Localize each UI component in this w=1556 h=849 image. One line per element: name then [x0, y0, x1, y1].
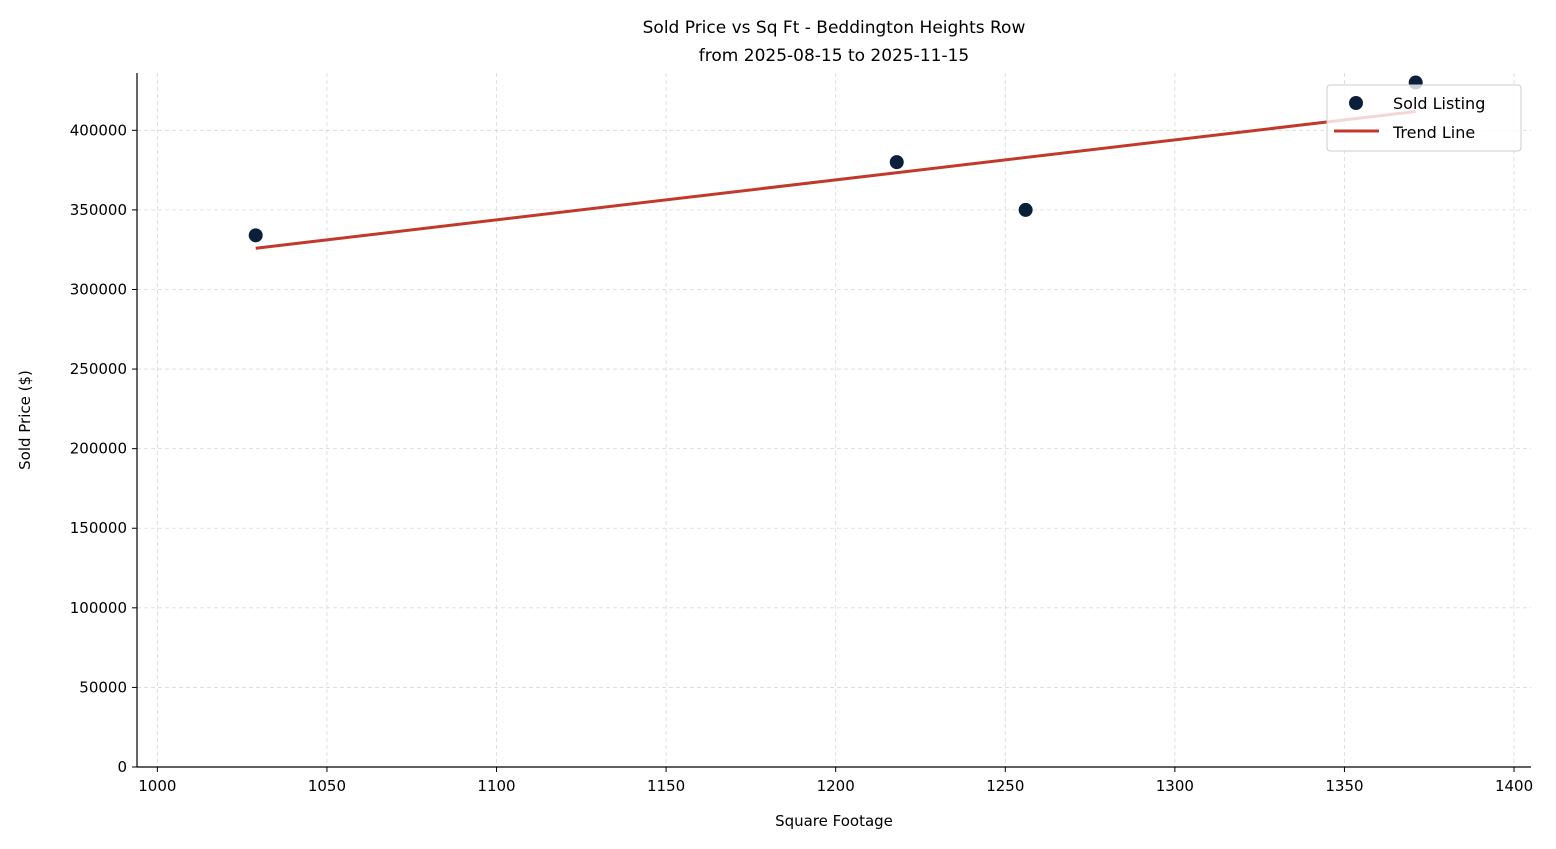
legend: Sold Listing Trend Line: [1326, 84, 1522, 152]
legend-box: [1326, 84, 1522, 152]
y-tick-label: 100000: [70, 599, 127, 617]
y-tick-label: 50000: [79, 678, 127, 696]
y-tick-label: 0: [117, 758, 127, 776]
y-tick-label: 200000: [70, 440, 127, 458]
y-axis-label: Sold Price ($): [16, 370, 34, 470]
scatter-point-sold-listing: [1018, 202, 1033, 217]
x-tick-label: 1400: [1495, 777, 1533, 795]
y-tick-label: 300000: [70, 280, 127, 298]
x-tick-label: 1200: [817, 777, 855, 795]
grid: [137, 73, 1531, 768]
axes: 1000 1050 1100 1150 1200 1250 1300 1350 1400 0 500…: [70, 73, 1533, 795]
x-tick-label: 1150: [647, 777, 685, 795]
y-tick-label: 350000: [70, 201, 127, 219]
legend-label-sold-listing: Sold Listing: [1393, 94, 1485, 113]
x-tick-label: 1250: [986, 777, 1024, 795]
x-tick-label: 1300: [1156, 777, 1194, 795]
x-tick-label: 1000: [138, 777, 176, 795]
x-tick-label: 1100: [477, 777, 515, 795]
x-tick-label: 1350: [1325, 777, 1363, 795]
marks: [248, 75, 1423, 250]
scatter-point-sold-listing: [248, 228, 263, 243]
y-tick-label: 250000: [70, 360, 127, 378]
x-tick-label: 1050: [308, 777, 346, 795]
trend-line: [255, 110, 1416, 250]
x-axis-label: Square Footage: [775, 812, 893, 830]
y-tick-label: 150000: [70, 519, 127, 537]
chart-title: Sold Price vs Sq Ft - Beddington Heights…: [643, 18, 1026, 38]
scatter-point-sold-listing: [889, 155, 904, 170]
y-tick-label: 400000: [70, 121, 127, 139]
chart-subtitle: from 2025-08-15 to 2025-11-15: [699, 46, 969, 66]
legend-label-trend-line: Trend Line: [1392, 123, 1475, 142]
legend-marker-sold-listing: [1349, 96, 1363, 110]
